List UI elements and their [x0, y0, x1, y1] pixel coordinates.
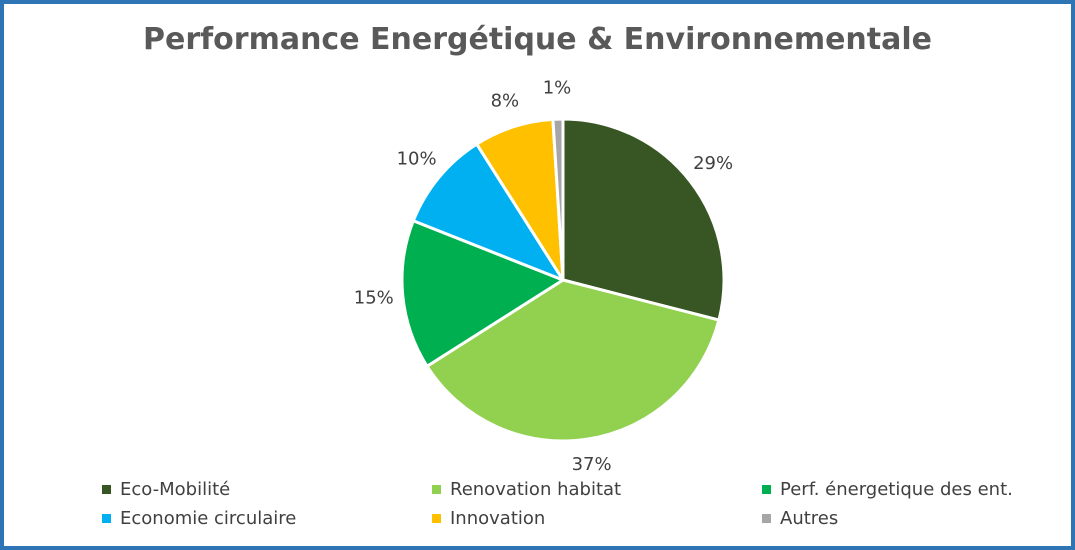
- legend-label: Renovation habitat: [450, 478, 622, 500]
- legend-item-3: Perf. énergetique des ent.: [762, 477, 1013, 501]
- legend-item-6: Autres: [762, 506, 838, 530]
- pie-slice-6: [551, 117, 565, 282]
- data-label-3: 15%: [354, 287, 394, 308]
- legend-item-4: Economie circulaire: [102, 506, 296, 530]
- legend-swatch: [102, 484, 111, 494]
- pie-slice-4: [411, 142, 565, 282]
- legend-swatch: [102, 513, 111, 523]
- legend-label: Perf. énergetique des ent.: [780, 478, 1013, 500]
- legend-item-5: Innovation: [432, 506, 545, 530]
- pie-slice-1: [561, 117, 726, 322]
- legend-item-2: Renovation habitat: [432, 477, 621, 501]
- data-label-5: 8%: [491, 91, 520, 112]
- data-label-1: 29%: [693, 153, 733, 174]
- legend-swatch: [762, 513, 771, 523]
- pie-slice-3: [400, 219, 565, 368]
- chart-title: Performance Energétique & Environnementa…: [142, 22, 933, 57]
- legend-label: Eco-Mobilité: [120, 478, 231, 500]
- legend-label: Innovation: [450, 507, 546, 529]
- legend-swatch: [432, 513, 441, 523]
- data-label-4: 10%: [397, 148, 437, 169]
- legend-item-1: Eco-Mobilité: [102, 477, 230, 501]
- legend-label: Autres: [780, 507, 839, 529]
- legend-swatch: [762, 484, 771, 494]
- data-label-2: 37%: [572, 454, 612, 475]
- data-label-6: 1%: [543, 78, 572, 99]
- legend-swatch: [432, 484, 441, 494]
- legend-label: Economie circulaire: [120, 507, 297, 529]
